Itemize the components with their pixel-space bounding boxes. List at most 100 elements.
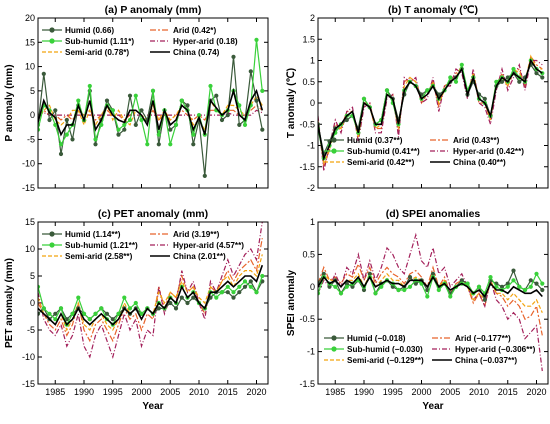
x-tick-label: 1985 (325, 387, 345, 397)
series-point-1 (260, 273, 265, 279)
x-tick-label: 1995 (383, 387, 403, 397)
axes-frame (317, 221, 549, 385)
series-point-0 (185, 300, 190, 306)
series-point-0 (173, 306, 179, 311)
legend-marker (49, 231, 55, 237)
series-point-0 (41, 71, 46, 76)
series-point-1 (208, 83, 213, 89)
chart-panel-2: (c) PET anomaly (mm) PET anomaly (mm) Year… (4, 208, 269, 412)
legend-marker (331, 137, 337, 143)
series-point-1 (145, 142, 150, 147)
series-point-0 (116, 132, 121, 137)
plot-area-1 (318, 54, 545, 172)
series-point-1 (505, 284, 510, 289)
x-tick-label: 2015 (498, 387, 518, 397)
series-point-0 (104, 311, 110, 316)
x-tick-label: 2005 (160, 387, 180, 397)
legend-label: China (−0.037**) (455, 356, 517, 365)
y-tick-label: 2 (310, 13, 315, 23)
series-point-1 (522, 287, 528, 293)
y-tick-label: -1 (307, 347, 315, 357)
series-point-1 (127, 117, 133, 123)
series-point-0 (219, 117, 225, 123)
legend-label: China (0.74) (173, 48, 220, 57)
y-tick-label: 10 (25, 62, 35, 72)
series-point-1 (99, 306, 104, 311)
legend-label: Humid (1.14**) (65, 230, 121, 239)
series-point-1 (248, 284, 253, 289)
legend-label: Semi-arid (−0.129**) (347, 356, 424, 365)
series-point-0 (225, 290, 230, 295)
series-point-1 (384, 88, 390, 93)
legend-label: Hyper-arid (0.42**) (453, 147, 524, 156)
series-point-0 (260, 127, 265, 132)
series-point-1 (133, 300, 138, 306)
series-point-0 (122, 127, 127, 132)
y-tick-label: 0 (310, 282, 315, 292)
series-point-1 (214, 295, 219, 300)
series-point-0 (517, 79, 522, 84)
series-line-5 (318, 58, 543, 162)
series-point-1 (122, 122, 127, 127)
series-point-1 (53, 317, 58, 322)
legend-label: Humid (−0.018) (347, 334, 406, 343)
plot-area-2 (38, 222, 265, 360)
legend-label: Arid (0.43**) (453, 136, 500, 145)
y-tick-label: 0.5 (302, 249, 315, 259)
y-tick-label: 0 (30, 298, 35, 308)
legend-marker (49, 242, 55, 248)
series-point-1 (425, 88, 430, 93)
series-point-1 (231, 290, 236, 295)
y-tick-label: -1.5 (299, 162, 315, 172)
legend-marker (331, 148, 337, 154)
y-axis-label-3: SPEI anomaly (286, 269, 297, 336)
series-line-0 (38, 56, 263, 176)
series-point-1 (76, 98, 81, 103)
y-tick-label: 1 (310, 56, 315, 66)
y-tick-label: 10 (25, 244, 35, 254)
series-point-0 (139, 108, 144, 113)
y-tick-label: -2 (307, 183, 315, 193)
series-point-0 (499, 284, 505, 289)
series-point-1 (318, 291, 321, 296)
chart-panel-0: (a) P anomaly (mm) P anomaly (mm) -15 -10 -5… (4, 4, 269, 193)
y-tick-label: -0.5 (299, 119, 315, 129)
series-point-1 (133, 93, 138, 98)
series-point-1 (76, 295, 81, 300)
y-tick-label: 0 (310, 98, 315, 108)
series-point-1 (237, 103, 242, 108)
legend-label: Humid (0.37**) (347, 136, 403, 145)
y-tick-label: -15 (22, 183, 35, 193)
series-point-0 (231, 54, 236, 60)
series-point-0 (248, 69, 253, 74)
series-point-1 (534, 271, 539, 276)
series-point-1 (237, 284, 242, 289)
series-point-1 (87, 317, 92, 322)
series-point-1 (373, 291, 378, 296)
y-tick-label: -15 (22, 379, 35, 389)
series-point-0 (459, 278, 464, 283)
legend-label: Arid (3.19**) (173, 230, 220, 239)
series-point-0 (202, 173, 207, 178)
legend-label: Arid (0.42*) (173, 26, 216, 35)
series-point-0 (413, 281, 418, 286)
series-point-1 (511, 278, 516, 283)
legend-marker (331, 335, 337, 341)
legend-marker (331, 346, 337, 352)
legend-label: Hyper-arid (0.18) (173, 37, 238, 46)
y-axis-label-1: T anomaly (℃) (286, 68, 297, 138)
x-tick-label: 1985 (45, 387, 65, 397)
y-tick-label: -1 (307, 141, 315, 151)
series-point-1 (58, 142, 64, 147)
legend-marker (49, 27, 55, 33)
series-point-0 (390, 284, 395, 289)
series-point-0 (248, 279, 253, 284)
series-point-0 (191, 295, 196, 300)
panel-title-0: (a) P anomaly (mm) (105, 4, 202, 16)
series-point-1 (93, 311, 98, 316)
series-point-1 (338, 291, 344, 296)
series-point-1 (219, 290, 225, 295)
series-point-0 (367, 271, 372, 276)
y-tick-label: -10 (22, 159, 35, 169)
x-tick-label: 1995 (103, 387, 123, 397)
